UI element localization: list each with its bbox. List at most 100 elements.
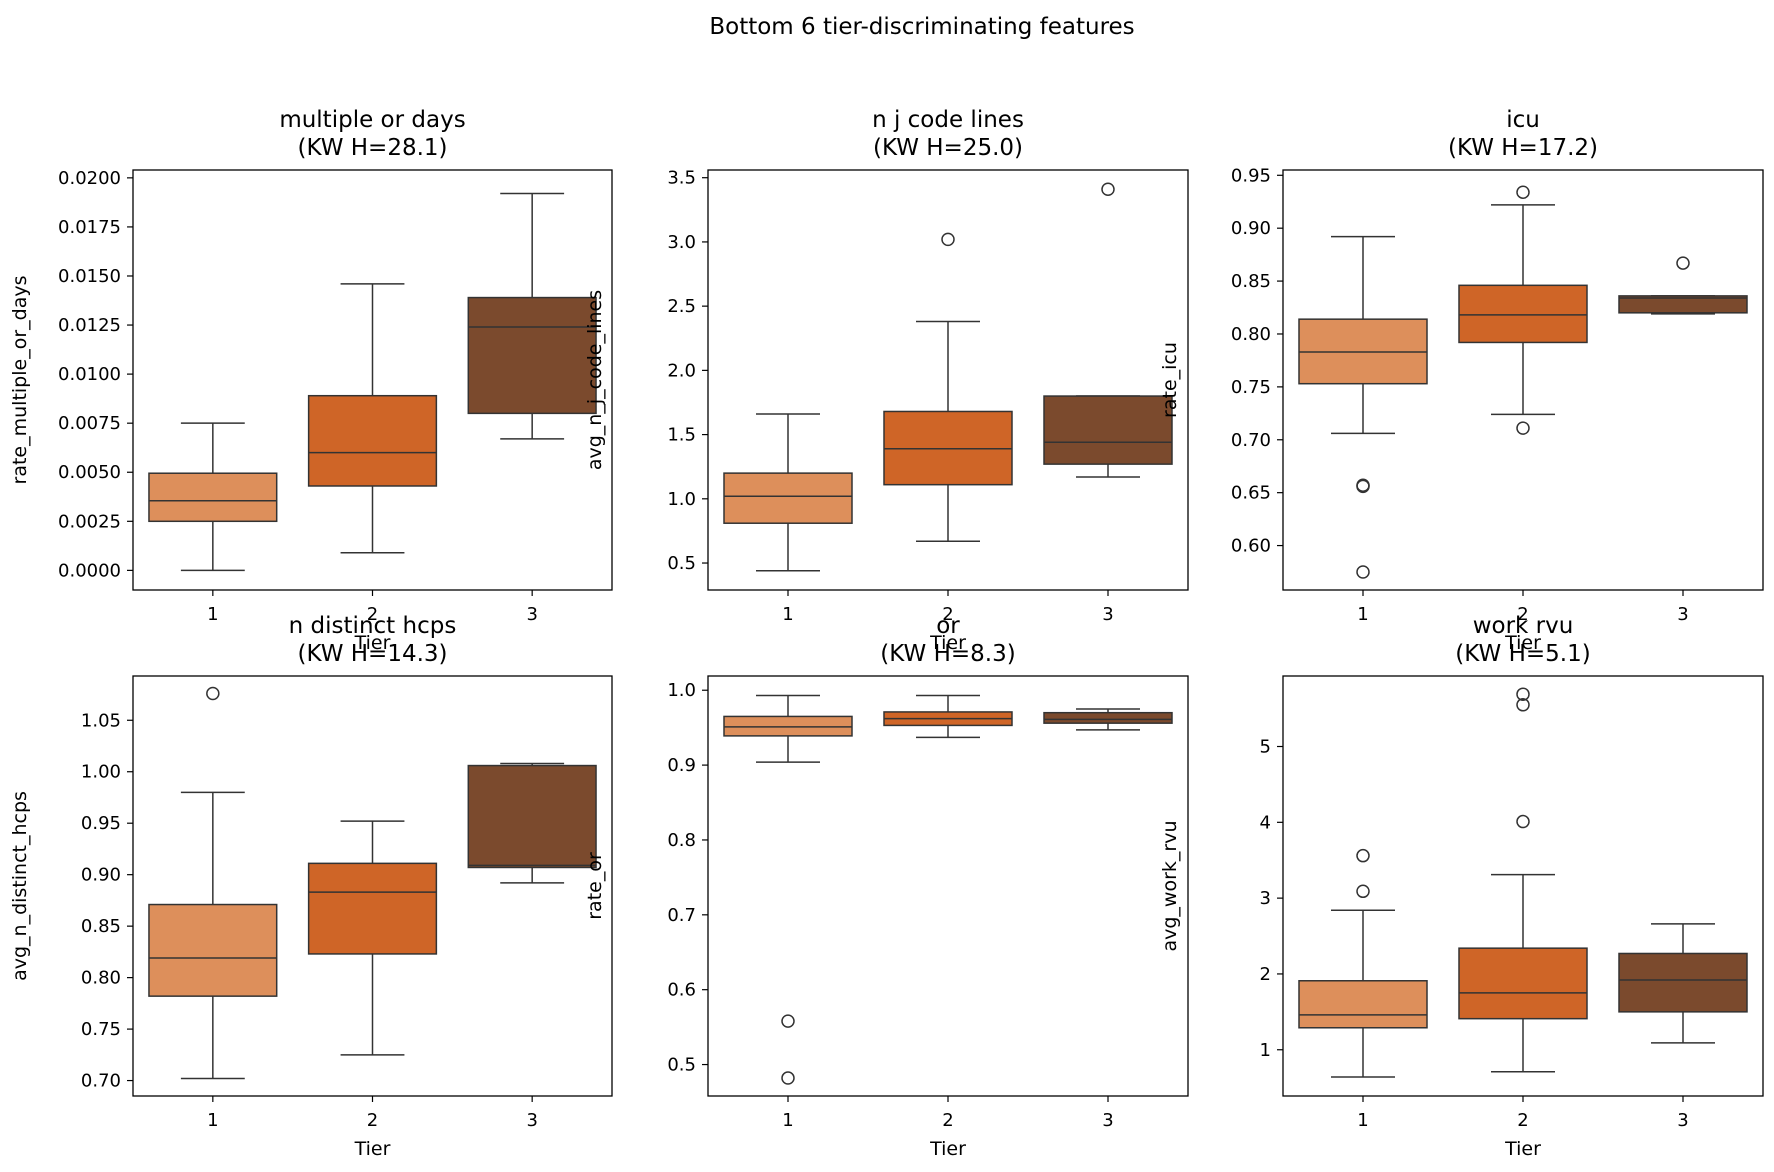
box-tier-1	[1298, 235, 1428, 579]
subplot-title: work rvu	[1473, 613, 1574, 639]
y-tick-label: 2	[1260, 964, 1271, 985]
y-tick-label: 3	[1260, 888, 1271, 909]
box-tier-2	[307, 820, 438, 1056]
outlier-point	[206, 686, 220, 701]
x-tick-label: 1	[207, 1110, 218, 1131]
y-tick-label: 0.0050	[58, 462, 121, 483]
y-tick-label: 1.00	[81, 762, 121, 783]
y-tick-label: 0.65	[1231, 483, 1271, 504]
y-tick-label: 0.0125	[58, 315, 121, 336]
subplot-subtitle: (KW H=17.2)	[1448, 135, 1598, 161]
box-tier-3	[467, 192, 597, 440]
y-tick-label: 0.75	[1231, 377, 1271, 398]
x-tick-label: 1	[207, 604, 218, 625]
box-tier-1	[1298, 848, 1428, 1078]
box-tier-1	[148, 422, 278, 572]
box-tier-2	[307, 283, 438, 554]
x-axis-label: Tier	[1504, 632, 1541, 654]
y-tick-label: 0.0175	[58, 217, 121, 238]
outlier-point	[1356, 565, 1370, 579]
box-tier-1	[723, 413, 853, 572]
y-axis-label: rate_or	[584, 852, 606, 920]
subplot-2: 0.5 1.0 1.5 2.0 2.5 3.0 3.5 1 2 3 Tier avg_n_j_code…	[584, 107, 1189, 654]
box-tier-3	[1618, 256, 1748, 315]
subplot-subtitle: (KW H=28.1)	[297, 135, 447, 161]
y-axis-label: avg_n_distinct_hcps	[9, 791, 31, 981]
iqr-box	[1458, 947, 1588, 1020]
subplot-subtitle: (KW H=25.0)	[873, 135, 1023, 161]
iqr-box	[1298, 980, 1428, 1029]
iqr-box	[467, 764, 597, 869]
y-tick-label: 3.0	[667, 232, 696, 253]
x-axis-label: Tier	[354, 632, 391, 654]
x-tick-label: 3	[1677, 1110, 1688, 1131]
y-tick-label: 0.75	[81, 1019, 121, 1040]
y-tick-label: 0.60	[1231, 536, 1271, 557]
x-tick-label: 1	[782, 1110, 793, 1131]
x-tick-label: 2	[942, 1110, 953, 1131]
y-tick-label: 2.0	[667, 360, 696, 381]
subplot-title: or	[936, 613, 960, 639]
outlier-point	[1356, 848, 1370, 863]
outlier-point	[781, 1071, 795, 1085]
x-tick-label: 3	[526, 604, 537, 625]
iqr-box	[1043, 711, 1173, 724]
iqr-box	[148, 903, 278, 997]
subplot-title: n distinct hcps	[289, 613, 457, 639]
y-tick-label: 2.5	[667, 296, 696, 317]
iqr-box	[148, 472, 278, 523]
box-tier-1	[723, 694, 853, 1085]
outlier-point	[1356, 479, 1370, 494]
x-axis-label: Tier	[929, 632, 966, 654]
subplot-title: icu	[1506, 107, 1540, 133]
y-tick-label: 0.90	[1231, 218, 1271, 239]
y-tick-label: 0.85	[81, 916, 121, 937]
y-tick-label: 5	[1260, 737, 1271, 758]
y-tick-label: 0.80	[81, 968, 121, 989]
subplot-6: 1 2 3 4 5 1 2 3 Tier avg_work_rvu work rvu(KW H=5.…	[1159, 613, 1764, 1160]
x-tick-label: 2	[1517, 604, 1528, 625]
box-tier-3	[1618, 923, 1748, 1044]
outlier-point	[1516, 814, 1530, 829]
subplot-5: 0.5 0.6 0.7 0.8 0.9 1.0 1 2 3 Tier rate_or or(KW H=…	[584, 613, 1189, 1160]
box-tier-1	[148, 686, 278, 1080]
subplot-3: 0.60 0.65 0.70 0.75 0.80 0.85 0.90 0.95 1 2 3 Tier r…	[1159, 107, 1764, 654]
y-tick-label: 1	[1260, 1040, 1271, 1061]
y-tick-label: 0.70	[1231, 430, 1271, 451]
subplot-subtitle: (KW H=8.3)	[880, 641, 1015, 667]
y-axis-label: avg_n_j_code_lines	[584, 290, 606, 470]
x-tick-label: 2	[367, 1110, 378, 1131]
y-tick-label: 0.0100	[58, 364, 121, 385]
x-axis-label: Tier	[354, 1138, 391, 1160]
x-axis-label: Tier	[929, 1138, 966, 1160]
iqr-box	[467, 296, 597, 415]
y-tick-label: 4	[1260, 812, 1271, 833]
subplot-subtitle: (KW H=5.1)	[1455, 641, 1590, 667]
y-axis-label: avg_work_rvu	[1159, 820, 1181, 951]
iqr-box	[1043, 395, 1173, 465]
box-tier-2	[883, 694, 1013, 739]
x-tick-label: 3	[1102, 1110, 1113, 1131]
box-tier-2	[1458, 687, 1588, 1073]
subplot-4: 0.70 0.75 0.80 0.85 0.90 0.95 1.00 1.05 1 2 3 Tier a…	[9, 613, 613, 1160]
outlier-point	[781, 1014, 795, 1028]
y-tick-label: 1.05	[81, 710, 121, 731]
outlier-point	[1676, 256, 1690, 270]
x-axis-label: Tier	[1504, 1138, 1541, 1160]
axes-frame	[707, 675, 1189, 1097]
y-tick-label: 0.0025	[58, 511, 121, 532]
outlier-point	[941, 232, 955, 247]
y-tick-label: 1.0	[667, 680, 696, 701]
y-tick-label: 1.0	[667, 489, 696, 510]
y-tick-label: 0.95	[1231, 165, 1271, 186]
y-tick-label: 0.0075	[58, 413, 121, 434]
y-tick-label: 0.85	[1231, 271, 1271, 292]
x-tick-label: 2	[1517, 1110, 1528, 1131]
iqr-box	[723, 472, 853, 524]
iqr-box	[1618, 952, 1748, 1013]
y-tick-label: 0.9	[667, 755, 696, 776]
y-tick-label: 0.5	[667, 553, 696, 574]
figure-title: Bottom 6 tier-discriminating features	[709, 14, 1134, 40]
x-tick-label: 1	[1357, 1110, 1368, 1131]
